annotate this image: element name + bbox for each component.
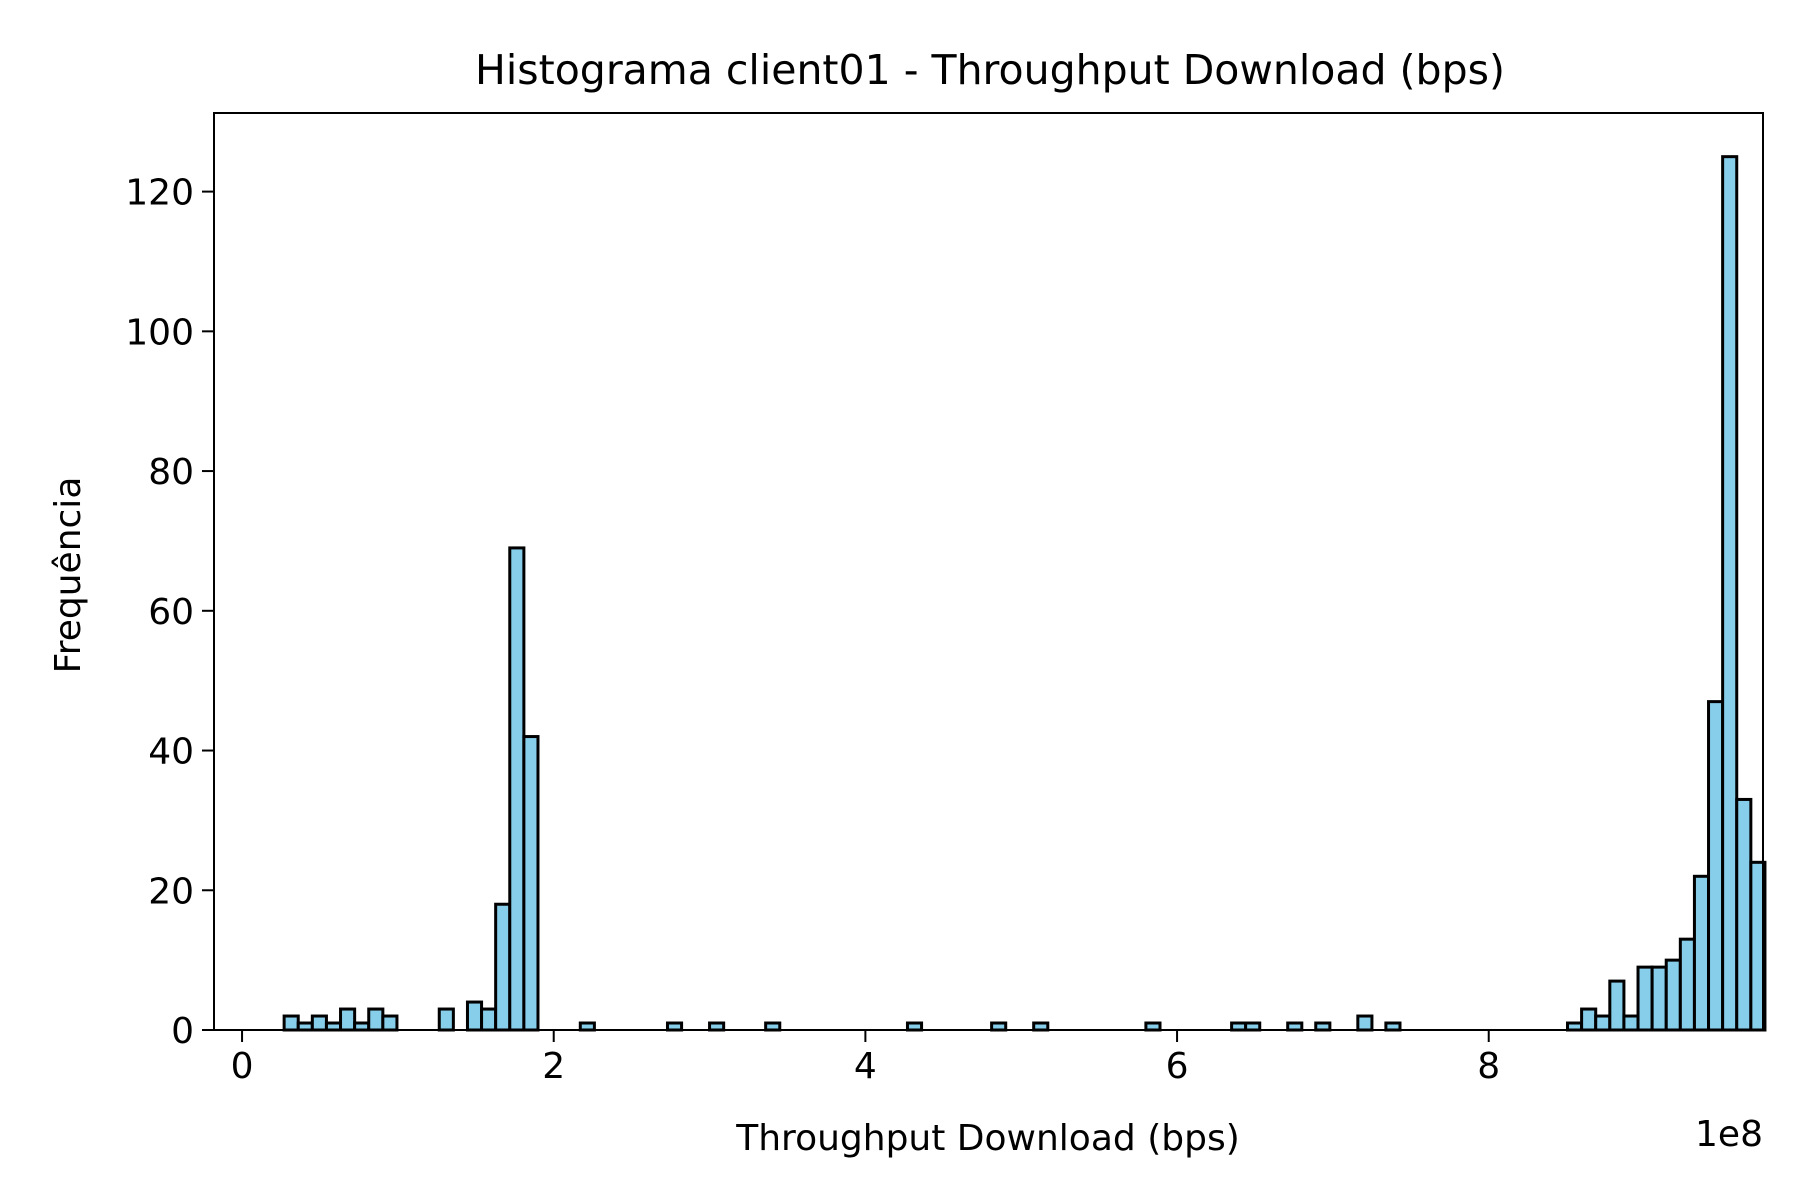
x-offset-label: 1e8 <box>1695 1114 1763 1155</box>
x-axis: 0 2 4 6 8 <box>231 1030 1500 1087</box>
histogram-bar <box>1664 958 1682 1032</box>
histogram-bar <box>1650 965 1668 1032</box>
histogram-bar <box>990 1021 1008 1032</box>
histogram-bar <box>708 1021 726 1032</box>
histogram-bar <box>494 902 512 1032</box>
histogram-bar <box>578 1021 596 1032</box>
histogram-bar <box>1244 1021 1262 1032</box>
histogram-bar <box>1032 1021 1050 1032</box>
plot-frame <box>213 112 1764 1031</box>
histogram-bar <box>324 1021 343 1032</box>
x-tick-label: 4 <box>854 1046 877 1087</box>
histogram-bar <box>665 1021 684 1032</box>
histogram-bar <box>480 1007 498 1032</box>
histogram-bar <box>381 1014 399 1032</box>
histogram-bar <box>367 1007 385 1032</box>
histogram-bar <box>1144 1021 1162 1032</box>
histogram-bar <box>310 1014 328 1032</box>
y-axis-label: Frequência <box>48 477 89 674</box>
y-tick-label: 60 <box>148 592 194 633</box>
histogram-bar <box>1692 874 1711 1032</box>
y-axis: 0 20 40 60 80 100 120 <box>125 173 214 1052</box>
bars-group <box>282 155 1767 1032</box>
y-tick-label: 80 <box>148 452 194 493</box>
y-tick-label: 40 <box>148 732 194 773</box>
x-axis-label: Throughput Download (bps) <box>735 1118 1240 1159</box>
histogram-bar <box>465 1000 484 1032</box>
x-tick-label: 6 <box>1166 1046 1189 1087</box>
chart-title: Histograma client01 - Throughput Downloa… <box>475 46 1505 94</box>
histogram-bar <box>282 1014 300 1032</box>
histogram-bar <box>1286 1021 1304 1032</box>
histogram-bar <box>353 1021 371 1032</box>
histogram-bar <box>437 1007 455 1032</box>
x-tick-label: 0 <box>231 1046 254 1087</box>
histogram-bar <box>1230 1021 1248 1032</box>
histogram-bar <box>905 1021 924 1032</box>
histogram-bar <box>522 735 540 1032</box>
histogram-bar <box>1636 965 1654 1032</box>
histogram-bar <box>1678 937 1696 1032</box>
histogram-bar <box>1721 155 1739 1032</box>
histogram-bar <box>1580 1007 1598 1032</box>
histogram-bar <box>1566 1021 1584 1032</box>
histogram-bar <box>764 1021 782 1032</box>
histogram-bar <box>1594 1014 1612 1032</box>
histogram-bar <box>1356 1014 1374 1032</box>
histogram-bar <box>296 1021 314 1032</box>
histogram-bar <box>1384 1021 1402 1032</box>
histogram-bar <box>1608 979 1626 1032</box>
histogram-bar <box>1735 797 1753 1032</box>
y-tick-label: 20 <box>148 871 194 912</box>
histogram-bar <box>508 546 526 1032</box>
x-tick-label: 2 <box>542 1046 565 1087</box>
x-tick-label: 8 <box>1477 1046 1500 1087</box>
y-tick-label: 100 <box>125 312 194 353</box>
y-tick-label: 120 <box>125 173 194 214</box>
y-tick-label: 0 <box>171 1011 194 1052</box>
histogram-bar <box>1622 1014 1640 1032</box>
histogram-bar <box>1314 1021 1332 1032</box>
histogram-bar <box>339 1007 357 1032</box>
histogram-bar <box>1707 700 1725 1032</box>
